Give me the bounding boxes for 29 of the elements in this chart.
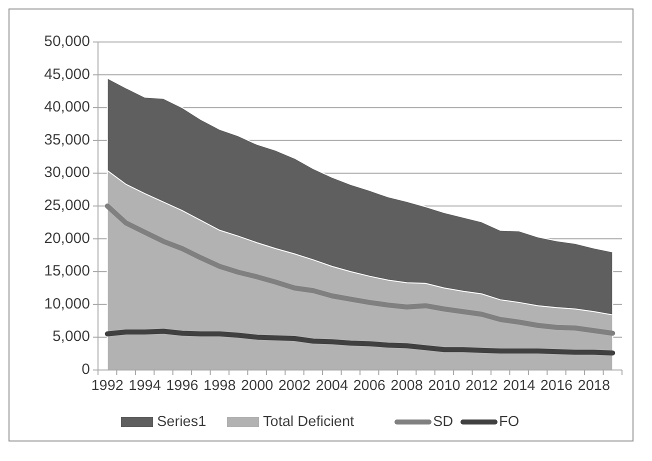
y-tick-label: 30,000 [44, 164, 90, 182]
y-tick-label: 20,000 [44, 230, 90, 247]
legend-label: SD [433, 414, 454, 430]
y-tick-label: 10,000 [44, 295, 90, 312]
x-tick-label: 1992 [91, 378, 124, 394]
y-tick-label: 45,000 [44, 66, 90, 83]
x-tick-label: 1998 [204, 378, 236, 394]
x-tick-label: 2016 [540, 378, 573, 394]
x-tick-label: 2018 [578, 378, 610, 394]
legend-label: FO [499, 414, 520, 430]
x-tick-label: 1994 [128, 378, 161, 394]
y-tick-label: 25,000 [44, 196, 90, 214]
legend-label: Total Deficient [263, 414, 354, 430]
y-tick-label: 50,000 [44, 32, 90, 50]
x-tick-label: 1996 [166, 378, 198, 394]
y-tick-label: 5,000 [52, 328, 90, 346]
y-tick-label: 15,000 [44, 262, 90, 280]
x-tick-label: 2002 [278, 378, 311, 394]
legend-label: Series1 [157, 414, 206, 430]
x-tick-label: 2004 [316, 378, 348, 394]
x-tick-label: 2014 [502, 378, 536, 394]
x-tick-label: 2012 [466, 378, 498, 394]
y-tick-label: 40,000 [44, 98, 90, 116]
x-tick-label: 2006 [353, 378, 386, 394]
x-tick-label: 2008 [390, 378, 423, 394]
y-tick-label: 0 [82, 360, 90, 378]
y-tick-label: 35,000 [44, 131, 90, 148]
x-tick-label: 2000 [240, 378, 274, 394]
x-tick-label: 2010 [428, 378, 460, 394]
